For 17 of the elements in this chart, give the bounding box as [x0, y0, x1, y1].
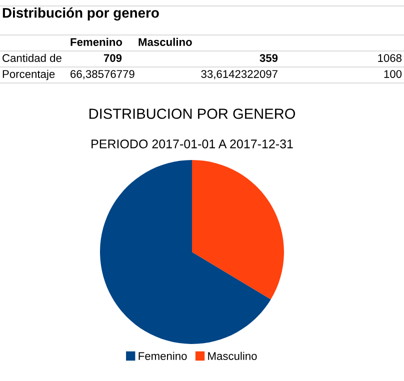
category-label: Masculino	[138, 38, 192, 46]
pie-slice	[100, 160, 271, 344]
text: 66,38576779	[70, 70, 134, 80]
category-label: Femenino	[70, 38, 122, 46]
text: 1068	[378, 54, 402, 62]
legend-label: Masculino	[208, 352, 257, 360]
pie-slice	[192, 160, 284, 300]
text: 33,6142322097	[201, 70, 278, 80]
legend-label: Femenino	[138, 352, 187, 360]
text: Cantidad de	[2, 54, 62, 62]
chart-subtitle: PERIODO 2017-01-01 A 2017-12-31	[92, 140, 293, 148]
text: 100	[384, 70, 402, 78]
chart-title: DISTRIBUCION POR GENERO	[89, 108, 296, 119]
text: Distribución por genero	[2, 7, 159, 21]
text: Porcentaje	[2, 70, 55, 80]
text: 709	[104, 54, 122, 62]
text: 359	[260, 54, 278, 62]
